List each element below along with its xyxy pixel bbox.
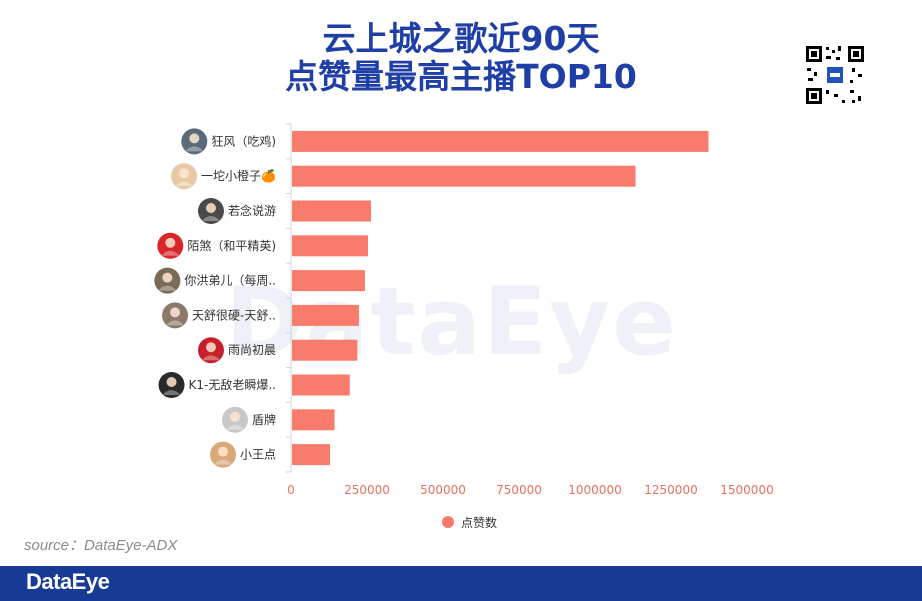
husky-avatar-icon [221,406,248,433]
x-tick-label: 1500000 [720,483,773,497]
category-label: 狂风（吃鸡) [211,133,276,148]
bar [292,409,335,431]
category-label: 盾牌 [252,413,276,427]
bar [292,130,709,152]
bars-group [286,123,709,473]
bar [292,304,359,326]
bar [292,200,372,222]
category-label: 你洪弟儿（每周.. [184,273,276,288]
title-line-1: 云上城之歌近90天 [322,19,600,58]
x-tick-label: 750000 [496,483,542,497]
footer-bar: DataEye [0,566,922,601]
bar [292,165,636,187]
legend: 点赞数 [442,515,497,530]
portrait-avatar-icon [154,267,181,294]
category-label: K1-无敌老瞬爆.. [189,377,276,392]
bar [292,339,358,361]
x-tick-label: 1000000 [568,483,621,497]
category-label: 一坨小橙子🍊 [201,168,277,183]
qr-code-icon [804,44,866,106]
category-label: 小王点 [240,448,276,462]
bar [292,444,330,466]
footer-brand-logo: DataEye [26,569,110,594]
title-line-2: 点赞量最高主播TOP10 [285,57,637,96]
red-character-avatar-icon [157,232,184,259]
x-tick-label: 250000 [344,483,390,497]
x-tick-label: 500000 [420,483,466,497]
bar [292,270,365,292]
bar [292,235,368,257]
mask-avatar-icon [158,372,185,398]
category-label: 雨尚初晨 [228,343,276,357]
gamer-avatar-icon [181,128,208,155]
chart-title: 云上城之歌近90天 点赞量最高主播TOP10 [0,20,922,96]
x-ticks-group: 0 250000 500000 750000 1000000 1250000 1500000 [287,483,774,497]
bar [292,374,350,396]
category-label: 若念说游 [228,203,276,218]
portrait-avatar-icon [197,198,224,224]
x-tick-label: 1250000 [644,483,697,497]
x-tick-label: 0 [287,483,295,497]
portrait-avatar-icon [209,441,236,468]
red-character-avatar-icon [197,337,224,364]
portrait-avatar-icon [162,302,189,329]
category-label: 陌煞（和平精英) [187,239,276,253]
category-label: 天舒很硬-天舒.. [192,308,276,322]
legend-marker [442,516,454,528]
legend-label: 点赞数 [461,515,497,530]
source-note: source：DataEye-ADX [24,537,178,554]
anime-girl-avatar-icon [171,163,198,190]
